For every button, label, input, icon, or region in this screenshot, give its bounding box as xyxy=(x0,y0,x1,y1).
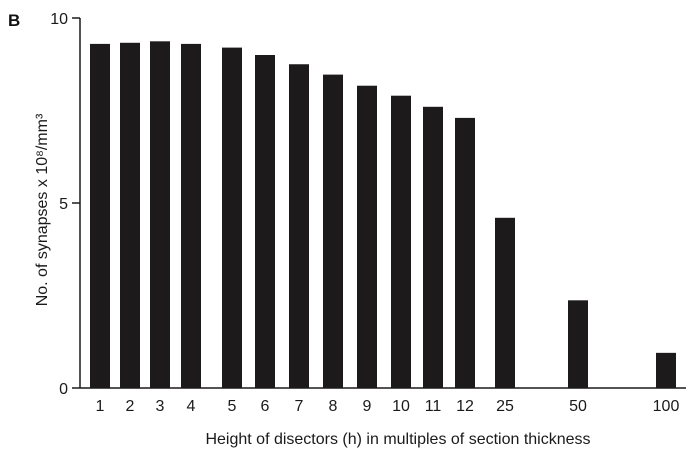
x-tick-label: 9 xyxy=(363,398,372,415)
bar-h-3 xyxy=(150,41,170,389)
x-tick-label: 50 xyxy=(569,398,587,415)
x-tick-label: 7 xyxy=(295,398,304,415)
x-tick-label: 10 xyxy=(392,398,410,415)
bar-h-6 xyxy=(255,55,275,388)
bar-h-100 xyxy=(656,352,676,388)
bar-h-50 xyxy=(568,300,588,388)
panel-label: B xyxy=(8,11,20,30)
x-tick-label: 3 xyxy=(156,398,165,415)
y-axis-title: No. of synapses x 10⁸/mm³ xyxy=(34,113,51,306)
bar-h-12 xyxy=(455,117,475,389)
x-tick-label: 25 xyxy=(496,398,514,415)
x-tick-label: 100 xyxy=(653,398,680,415)
x-tick-label: 5 xyxy=(228,398,237,415)
bar-h-4 xyxy=(181,43,201,389)
bar-h-7 xyxy=(289,64,309,388)
bar-h-9 xyxy=(357,85,377,389)
bars-group xyxy=(90,41,676,389)
bar-h-2 xyxy=(120,42,140,388)
x-axis-title: Height of disectors (h) in multiples of … xyxy=(205,431,590,448)
x-tick-labels: 1 2 3 4 5 6 7 8 9 10 11 12 25 50 100 xyxy=(96,398,680,415)
x-tick-label: 6 xyxy=(261,398,270,415)
y-axis-ticks: 0 5 10 xyxy=(50,11,80,398)
bar-h-5 xyxy=(222,47,242,388)
bar-h-25 xyxy=(495,217,515,388)
x-tick-label: 11 xyxy=(425,398,442,415)
x-tick-label: 1 xyxy=(96,398,105,415)
bar-h-8 xyxy=(323,74,343,389)
y-tick-label: 0 xyxy=(59,381,68,398)
y-tick-label: 5 xyxy=(59,196,68,213)
x-tick-label: 4 xyxy=(187,398,196,415)
bar-h-11 xyxy=(423,106,443,389)
x-tick-label: 12 xyxy=(456,398,474,415)
y-tick-label: 10 xyxy=(50,11,68,28)
bar-h-1 xyxy=(90,43,110,389)
x-tick-label: 2 xyxy=(126,398,135,415)
x-tick-label: 8 xyxy=(329,398,338,415)
bar-h-10 xyxy=(391,95,411,388)
